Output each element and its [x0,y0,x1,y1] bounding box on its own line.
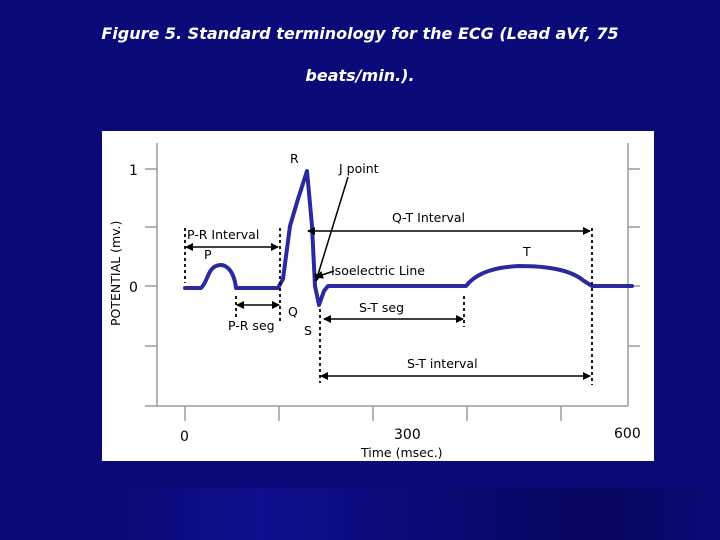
figure-title-line-1: Figure 5. Standard terminology for the E… [101,24,619,43]
qt-interval-label: Q-T Interval [392,210,465,225]
j-point-pointer [314,176,349,282]
y-tick-label-1: 1 [129,163,138,179]
s-wave-label: S [304,323,312,338]
r-wave-label: R [290,151,299,166]
st-seg-label: S-T seg [359,300,404,315]
x-axis-label: Time (msec.) [360,445,443,460]
isoelectric-line-pointer [315,270,335,279]
y-axis-label: POTENTIAL (mv.) [108,221,123,326]
y-tick-label-0: 0 [129,280,138,296]
isoelectric-line-label: Isoelectric Line [331,263,425,278]
t-wave-label: T [522,244,531,259]
pr-seg-label: P-R seg [228,318,275,333]
pr-interval-label: P-R Interval [187,227,259,242]
ecg-diagram: 1 0 POTENTIAL (mv.) 0 300 600 Time (msec… [108,143,641,460]
j-point-label: J point [338,161,379,176]
decorative-band [0,488,720,540]
x-tick-label-0: 0 [180,429,189,445]
ecg-diagram-panel: 1 0 POTENTIAL (mv.) 0 300 600 Time (msec… [102,131,654,461]
st-interval-label: S-T interval [407,356,478,371]
ecg-trace [183,169,634,307]
q-wave-label: Q [288,304,298,319]
figure-title-line-2: beats/min.). [305,66,415,85]
x-tick-label-300: 300 [394,427,421,443]
p-wave-label: P [204,247,212,262]
x-tick-label-600: 600 [614,426,641,442]
